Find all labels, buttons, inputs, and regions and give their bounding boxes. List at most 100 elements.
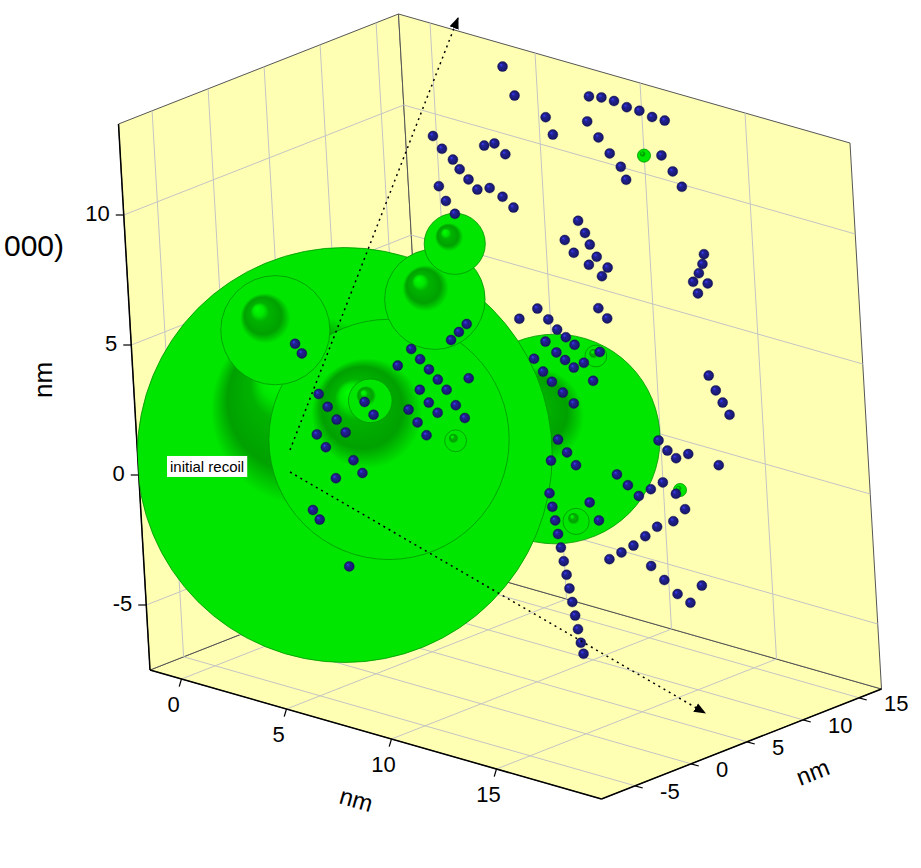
sphere [563,508,589,534]
grid-line [124,105,404,215]
point [634,491,644,501]
point [551,347,561,357]
tick-mark [131,474,139,475]
axis-line [150,670,602,799]
point [714,460,724,470]
point [348,455,358,465]
point [454,327,464,337]
point [693,288,703,298]
point [545,488,555,498]
point [455,164,465,174]
point [652,522,662,532]
point [656,150,666,160]
tick-mark [747,742,755,744]
point [498,192,508,202]
point [562,570,572,580]
point [290,339,300,349]
point [547,377,557,387]
point [424,364,434,374]
tick-mark [803,720,811,722]
point [485,183,495,193]
point [697,259,707,269]
point [673,589,683,599]
point [415,385,425,395]
point [688,277,698,287]
point [360,397,370,407]
point [671,489,681,499]
point [509,203,519,213]
point [464,174,474,184]
point [541,112,551,122]
point [585,240,595,250]
dotted-arrow [290,18,458,450]
tick-label: 0 [716,757,728,782]
point [680,504,690,514]
point [580,228,590,238]
point [332,415,342,425]
chart: 051015-5051015-50510nmnmnm000)initial re… [0,0,921,868]
point [450,209,460,219]
point [646,561,656,571]
point [323,402,333,412]
tick-mark [138,604,146,605]
point [569,398,579,408]
point [560,235,570,245]
point [561,332,571,342]
point [331,473,341,483]
sphere [424,213,485,274]
point [424,398,434,408]
tick-mark [635,786,643,788]
point [585,497,595,507]
point [560,355,570,365]
point [640,531,650,541]
tick-label: 10 [85,201,109,226]
point [584,260,594,270]
point [628,541,638,551]
z-axis: -50510 [85,124,150,670]
point [602,313,612,323]
point [570,340,580,350]
point [441,196,451,206]
sphere [269,319,509,559]
point [448,155,458,165]
y-axis-title: nm [792,753,833,790]
point [582,116,592,126]
point [321,442,331,452]
point [658,477,668,487]
point [662,446,672,456]
point [668,166,678,176]
sphere [637,149,650,162]
grid-line [497,659,777,769]
sphere [348,379,392,423]
point [584,91,594,101]
point [314,389,324,399]
point [315,515,325,525]
point [694,268,704,278]
point [341,427,351,437]
point [685,598,695,608]
point [594,515,604,525]
point [603,263,613,273]
tick-label: 0 [113,461,125,486]
tick-label: 0 [167,692,179,717]
point [564,583,574,593]
point [609,96,619,106]
y-axis: -5051015 [602,689,909,804]
point [446,335,456,345]
point [437,144,447,154]
point [569,363,579,373]
point [434,181,444,191]
point [704,371,714,381]
point [697,581,707,591]
point [308,505,318,515]
point [605,148,615,158]
point [668,516,678,526]
point [571,460,581,470]
point [553,435,563,445]
grid-line [404,105,856,234]
point [654,435,664,445]
point [464,373,474,383]
point [718,398,728,408]
point [588,376,598,386]
point [462,319,472,329]
